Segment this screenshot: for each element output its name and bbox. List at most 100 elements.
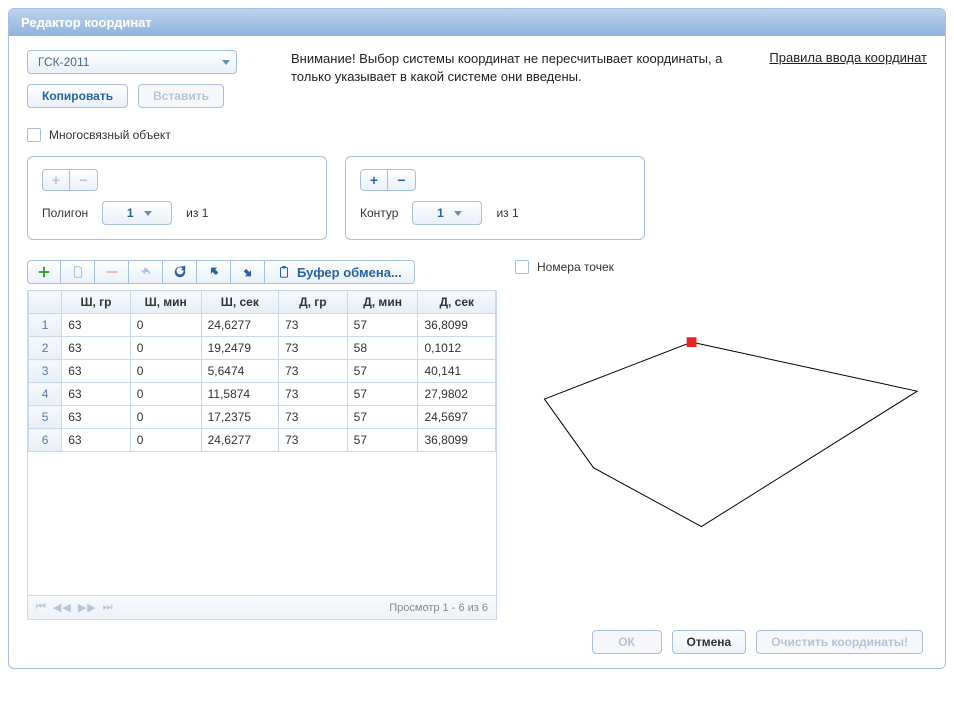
data-cell[interactable]: 11,5874 — [201, 383, 278, 406]
rules-link[interactable]: Правила ввода координат — [769, 50, 927, 65]
pager-prev-icon[interactable]: ◀◀ — [53, 601, 72, 614]
crs-select-value: ГСК-2011 — [38, 55, 89, 69]
dialog-title: Редактор координат — [9, 9, 945, 36]
data-cell[interactable]: 57 — [347, 429, 418, 452]
pager-next-icon[interactable]: ▶▶ — [78, 601, 97, 614]
rownum-header — [29, 291, 62, 314]
table-row[interactable]: 163024,6277735736,8099 — [29, 314, 496, 337]
minus-icon — [105, 265, 119, 279]
data-cell[interactable]: 19,2479 — [201, 337, 278, 360]
data-cell[interactable]: 36,8099 — [418, 314, 496, 337]
contour-remove-button[interactable]: − — [388, 169, 416, 191]
table-row[interactable]: 563017,2375735724,5697 — [29, 406, 496, 429]
data-cell[interactable]: 5,6474 — [201, 360, 278, 383]
crs-select[interactable]: ГСК-2011 — [27, 50, 237, 74]
point-numbers-label: Номера точек — [537, 260, 614, 274]
table-row[interactable]: 463011,5874735727,9802 — [29, 383, 496, 406]
polygon-remove-button[interactable]: − — [70, 169, 98, 191]
data-cell[interactable]: 73 — [279, 314, 348, 337]
collapse-button[interactable] — [231, 260, 265, 284]
data-cell[interactable]: 24,6277 — [201, 429, 278, 452]
collapse-icon — [241, 265, 255, 279]
point-numbers-checkbox[interactable] — [515, 260, 529, 274]
panels-row: + − Полигон 1 из 1 + − К — [27, 156, 927, 240]
data-cell[interactable]: 73 — [279, 429, 348, 452]
undo-button[interactable] — [129, 260, 163, 284]
pager: ⏮ ◀◀ ▶▶ ⏭ Просмотр 1 - 6 из 6 — [28, 595, 496, 619]
rownum-cell: 3 — [29, 360, 62, 383]
data-cell[interactable]: 57 — [347, 406, 418, 429]
data-cell[interactable]: 63 — [62, 360, 131, 383]
col-header[interactable]: Д, гр — [279, 291, 348, 314]
table-toolbar: Буфер обмена... — [27, 260, 497, 284]
table-scroll[interactable]: Ш, гр Ш, мин Ш, сек Д, гр Д, мин Д, сек … — [28, 290, 496, 595]
pager-last-icon[interactable]: ⏭ — [103, 601, 114, 614]
contour-index-select[interactable]: 1 — [412, 201, 482, 225]
data-cell[interactable]: 73 — [279, 360, 348, 383]
content-row: Буфер обмена... Ш, гр — [27, 260, 927, 620]
rownum-cell: 6 — [29, 429, 62, 452]
data-cell[interactable]: 0 — [130, 360, 201, 383]
ok-button[interactable]: ОК — [592, 630, 662, 654]
data-cell[interactable]: 73 — [279, 337, 348, 360]
clipboard-button[interactable]: Буфер обмена... — [265, 260, 415, 284]
data-cell[interactable]: 27,9802 — [418, 383, 496, 406]
add-row-button[interactable] — [27, 260, 61, 284]
data-cell[interactable]: 40,141 — [418, 360, 496, 383]
data-cell[interactable]: 0 — [130, 337, 201, 360]
polygon-index-select[interactable]: 1 — [102, 201, 172, 225]
col-header[interactable]: Ш, гр — [62, 291, 131, 314]
data-cell[interactable]: 17,2375 — [201, 406, 278, 429]
data-cell[interactable]: 0 — [130, 406, 201, 429]
data-cell[interactable]: 63 — [62, 314, 131, 337]
clipboard-button-label: Буфер обмена... — [297, 265, 402, 280]
delete-row-button[interactable] — [95, 260, 129, 284]
polygon-of-text: из 1 — [186, 206, 208, 220]
data-cell[interactable]: 0,1012 — [418, 337, 496, 360]
contour-of-text: из 1 — [496, 206, 518, 220]
table-row[interactable]: 36305,6474735740,141 — [29, 360, 496, 383]
contour-add-button[interactable]: + — [360, 169, 388, 191]
data-cell[interactable]: 36,8099 — [418, 429, 496, 452]
data-cell[interactable]: 24,5697 — [418, 406, 496, 429]
col-header[interactable]: Ш, сек — [201, 291, 278, 314]
data-cell[interactable]: 63 — [62, 337, 131, 360]
data-cell[interactable]: 0 — [130, 314, 201, 337]
paste-button[interactable]: Вставить — [138, 84, 224, 108]
table-row[interactable]: 263019,247973580,1012 — [29, 337, 496, 360]
expand-button[interactable] — [197, 260, 231, 284]
refresh-button[interactable] — [163, 260, 197, 284]
data-cell[interactable]: 57 — [347, 360, 418, 383]
coord-editor-dialog: Редактор координат ГСК-2011 Копировать В… — [8, 8, 946, 669]
cancel-button[interactable]: Отмена — [672, 630, 747, 654]
rownum-cell: 5 — [29, 406, 62, 429]
multipart-checkbox[interactable] — [27, 128, 41, 142]
data-cell[interactable]: 0 — [130, 429, 201, 452]
data-cell[interactable]: 57 — [347, 314, 418, 337]
chevron-down-icon — [222, 60, 230, 65]
clear-coords-button[interactable]: Очистить координаты! — [756, 630, 923, 654]
point-numbers-row: Номера точек — [515, 260, 927, 274]
data-cell[interactable]: 63 — [62, 429, 131, 452]
data-cell[interactable]: 73 — [279, 406, 348, 429]
col-header[interactable]: Д, сек — [418, 291, 496, 314]
polygon-add-button[interactable]: + — [42, 169, 70, 191]
contour-index-value: 1 — [437, 206, 444, 220]
data-cell[interactable]: 73 — [279, 383, 348, 406]
coord-table: Ш, гр Ш, мин Ш, сек Д, гр Д, мин Д, сек … — [28, 290, 496, 452]
data-cell[interactable]: 58 — [347, 337, 418, 360]
col-header[interactable]: Ш, мин — [130, 291, 201, 314]
data-cell[interactable]: 57 — [347, 383, 418, 406]
data-cell[interactable]: 24,6277 — [201, 314, 278, 337]
col-header[interactable]: Д, мин — [347, 291, 418, 314]
right-column: Номера точек — [515, 260, 927, 581]
copy-row-button[interactable] — [61, 260, 95, 284]
warning-text: Внимание! Выбор системы координат не пер… — [291, 50, 745, 85]
table-row[interactable]: 663024,6277735736,8099 — [29, 429, 496, 452]
data-cell[interactable]: 0 — [130, 383, 201, 406]
rownum-cell: 1 — [29, 314, 62, 337]
data-cell[interactable]: 63 — [62, 383, 131, 406]
pager-first-icon[interactable]: ⏮ — [36, 601, 47, 614]
copy-button[interactable]: Копировать — [27, 84, 128, 108]
data-cell[interactable]: 63 — [62, 406, 131, 429]
